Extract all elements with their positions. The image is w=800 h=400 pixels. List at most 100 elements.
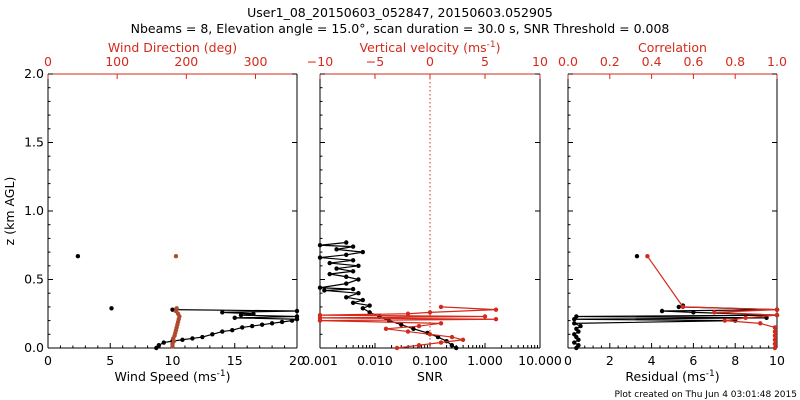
data-point (294, 308, 300, 314)
data-point (190, 336, 195, 341)
data-point (427, 310, 433, 315)
data-point (220, 329, 225, 334)
x-axis-label-superscript: -1 (706, 369, 715, 379)
top-tick-label: −10 (307, 54, 333, 69)
x-tick-label: 0.001 (302, 353, 338, 368)
data-point (449, 343, 455, 348)
x-tick-label: 6 (689, 353, 697, 368)
data-point (344, 274, 349, 279)
panel-residual: 0 2 4 6 8 10 0.0 0.2 0.4 0.6 0.8 1.0 Residual (ms-1)… (558, 40, 787, 384)
data-point (356, 263, 361, 268)
x-axis-label: SNR (417, 369, 443, 384)
series-line (319, 241, 457, 349)
data-point (317, 285, 323, 290)
data-point (230, 327, 235, 333)
data-point (220, 310, 225, 315)
x-tick-label: 15 (227, 353, 243, 368)
top-tick-label: 0.0 (558, 54, 578, 69)
top-axis-label: Vertical velocity (ms-1) (359, 40, 500, 55)
data-point (659, 308, 665, 314)
series-correlation (645, 254, 780, 351)
x-tick-label: 10 (769, 353, 785, 368)
top-tick-label: 100 (105, 54, 129, 69)
data-point (240, 325, 245, 330)
data-point (360, 249, 365, 255)
data-point (238, 312, 244, 318)
x-axis-label-close: ) (226, 369, 231, 384)
x-tick-label: 4 (648, 353, 656, 368)
x-axis-label-text: Residual (ms (625, 369, 705, 384)
data-point (350, 258, 356, 263)
top-axis-label-text: Wind Direction (deg) (108, 40, 237, 55)
data-point (174, 306, 179, 311)
x-axis-label-text: SNR (417, 369, 443, 384)
top-axis-label-superscript: -1 (487, 40, 496, 50)
plot-created-footer: Plot created on Thu Jun 4 03:01:48 2015 (614, 390, 797, 400)
data-point (327, 271, 332, 277)
top-tick-label: 0.8 (725, 54, 745, 69)
data-point (460, 337, 466, 342)
data-point (676, 304, 681, 310)
data-point (360, 306, 365, 311)
series-wind-direction (170, 254, 182, 349)
data-point (772, 329, 778, 334)
top-tick-label: 0.2 (600, 54, 620, 69)
y-tick-label: 0.5 (24, 272, 44, 287)
data-point (772, 337, 778, 342)
x-axis-label-close: ) (715, 369, 720, 384)
data-point (232, 315, 237, 321)
y-tick-label: 2.0 (24, 66, 44, 81)
data-point (416, 323, 422, 329)
top-tick-label: 0.6 (683, 54, 703, 69)
x-tick-label: 0.010 (357, 353, 393, 368)
top-tick-label: 5 (481, 54, 489, 69)
x-tick-label: 10 (165, 353, 181, 368)
data-point (334, 266, 339, 271)
data-point (161, 340, 166, 345)
data-point (772, 333, 778, 338)
data-point (317, 312, 323, 318)
top-tick-label: 10 (532, 54, 548, 69)
x-tick-label: 20 (289, 353, 305, 368)
series-line (573, 304, 778, 349)
data-point (438, 321, 444, 326)
data-point (449, 334, 455, 340)
data-point (344, 240, 349, 245)
data-point (75, 254, 81, 259)
data-point (259, 322, 265, 327)
x-tick-label: 0 (44, 353, 52, 368)
data-point (438, 340, 444, 345)
top-tick-label: 1.0 (767, 54, 787, 69)
data-point (772, 345, 778, 351)
data-point (405, 311, 411, 316)
title-line-2: Nbeams = 8, Elevation angle = 15.0°, sca… (131, 21, 670, 36)
data-point (482, 314, 488, 319)
title-line-1: User1_08_20150603_052847, 20150603.05290… (247, 5, 553, 20)
data-point (344, 252, 349, 258)
y-tick-label: 0.0 (24, 340, 44, 355)
data-point (294, 314, 300, 319)
top-tick-label: 0 (426, 54, 434, 69)
data-point (764, 315, 769, 321)
data-point (578, 323, 583, 329)
top-tick-label: 200 (174, 54, 198, 69)
data-point (344, 295, 349, 300)
series-snr (317, 240, 459, 351)
x-axis-label-text: Wind Speed (ms (115, 369, 217, 384)
data-point (758, 321, 763, 326)
data-point (691, 310, 696, 315)
top-tick-label: 300 (244, 54, 268, 69)
series-line (646, 255, 778, 348)
x-tick-label: 0.100 (412, 353, 448, 368)
data-point (774, 312, 780, 318)
data-point (200, 334, 205, 340)
data-point (356, 277, 361, 282)
data-point (572, 340, 577, 345)
data-point (394, 345, 400, 351)
data-point (350, 244, 356, 249)
data-point (173, 254, 179, 259)
data-point (645, 254, 650, 259)
x-tick-label: 10.000 (518, 353, 562, 368)
data-point (289, 318, 295, 323)
